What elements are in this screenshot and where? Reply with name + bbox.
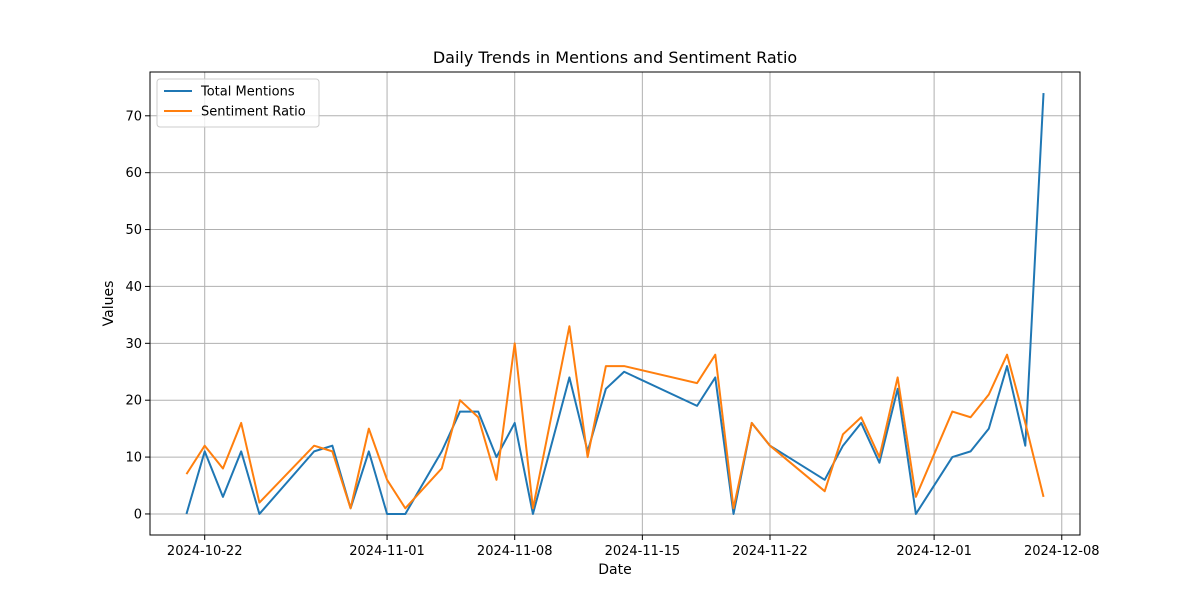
legend-label-sentiment-ratio: Sentiment Ratio: [201, 105, 306, 120]
x-tick-label: 2024-12-08: [1024, 544, 1100, 559]
y-tick-label: 10: [125, 451, 142, 466]
series-line-total-mentions: [185, 92, 1045, 515]
x-tick-label: 2024-11-15: [605, 544, 681, 559]
y-tick-label: 20: [125, 394, 142, 409]
y-axis-label: Values: [101, 281, 117, 327]
y-tick-label: 50: [125, 223, 142, 238]
y-tick-label: 30: [125, 337, 142, 352]
legend: Total Mentions Sentiment Ratio: [156, 78, 320, 128]
x-tick-label: 2024-11-22: [732, 544, 808, 559]
x-tick-label: 2024-11-01: [349, 544, 425, 559]
legend-box: [156, 78, 320, 128]
x-tick-label: 2024-11-08: [477, 544, 553, 559]
y-tick-label: 40: [125, 280, 142, 295]
x-tick-label: 2024-12-01: [896, 544, 972, 559]
series-line-sentiment-ratio: [185, 325, 1045, 510]
y-tick-label: 60: [125, 166, 142, 181]
chart-title: Daily Trends in Mentions and Sentiment R…: [433, 48, 797, 67]
x-axis-label: Date: [598, 562, 631, 578]
plot-frame: [149, 71, 1081, 536]
axis-ticks: 0 10 20 30 40 50 60 70 2024-10-22 2024-11-01 2024-…: [125, 109, 1099, 559]
series-lines: [185, 92, 1045, 515]
y-tick-label: 0: [134, 507, 142, 522]
y-tick-label: 70: [125, 109, 142, 124]
legend-label-total-mentions: Total Mentions: [200, 85, 295, 100]
x-tick-label: 2024-10-22: [167, 544, 243, 559]
